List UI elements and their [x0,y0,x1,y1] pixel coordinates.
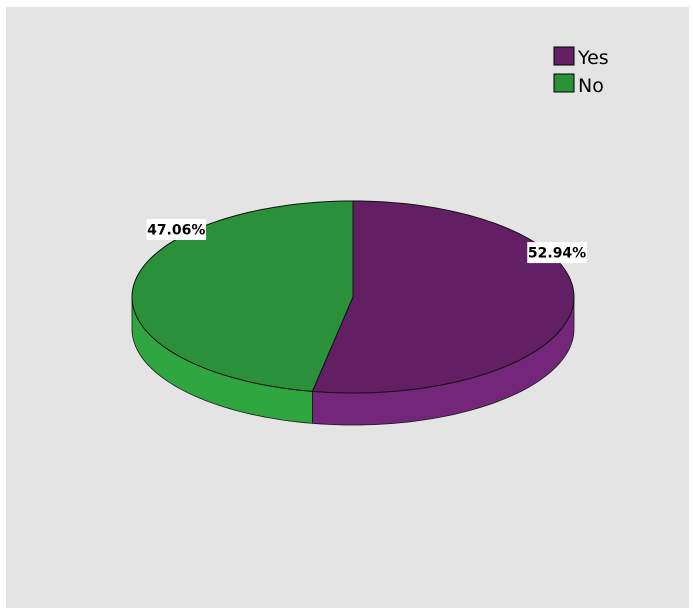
legend-label-no: No [578,75,604,97]
legend-swatch-no [553,73,575,93]
legend: Yes No [553,46,609,97]
data-label-text-no: 47.06% [147,222,205,238]
pie-slice-no [131,200,354,392]
data-label-text-yes: 52.94% [528,246,586,262]
data-label-box-yes [527,242,587,264]
pie-tops [131,200,575,394]
data-label-yes: 52.94% [527,242,587,264]
legend-label-yes: Yes [577,47,609,69]
pie-slice-yes [311,200,575,394]
legend-swatch-yes [553,46,575,66]
data-label-box-no [146,218,207,240]
pie-labels: 52.94% 47.06% [146,218,587,264]
data-label-no: 47.06% [146,218,207,240]
